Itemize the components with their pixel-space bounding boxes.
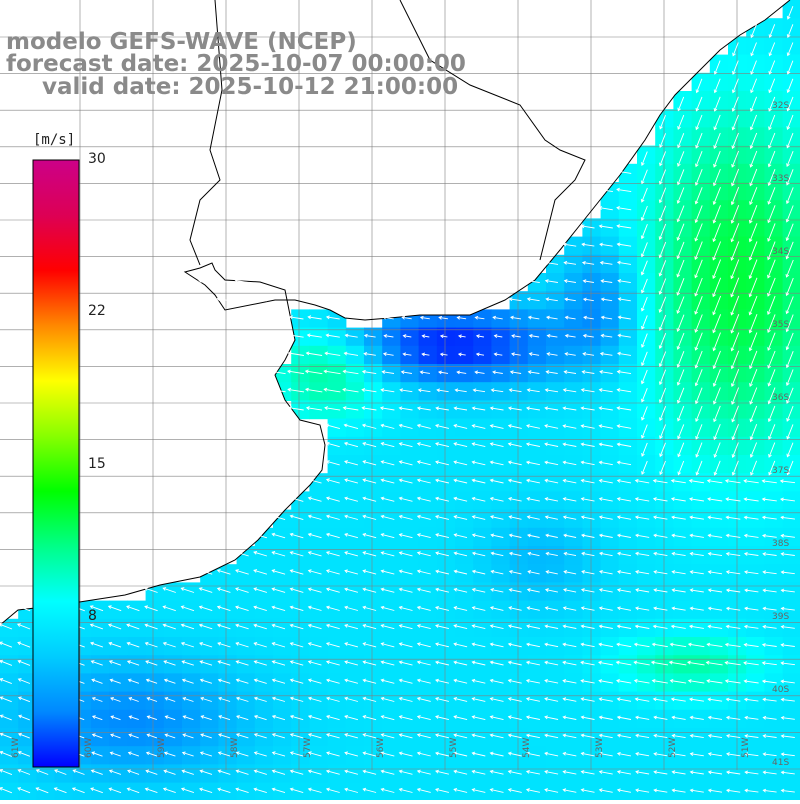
colorbar-tick-15: 15: [88, 456, 106, 472]
land-area: [0, 0, 800, 625]
lat-label: 37S: [772, 466, 789, 476]
longitude-labels: 61W 60W 59W 58W 57W 56W 55W 54W 53W 52W 51W: [11, 738, 751, 758]
lon-label: 61W: [11, 738, 21, 758]
lat-label: 34S: [772, 247, 789, 257]
colorbar-tick-8: 8: [88, 608, 97, 624]
lon-label: 57W: [303, 738, 313, 758]
lat-label: 33S: [772, 174, 789, 184]
lat-label: 36S: [772, 393, 789, 403]
lat-label: 32S: [772, 101, 789, 111]
lon-label: 55W: [449, 738, 459, 758]
colorbar-unit: [m/s]: [33, 132, 76, 148]
lon-label: 52W: [668, 738, 678, 758]
lat-lon-grid: [0, 0, 800, 770]
lon-label: 59W: [157, 738, 167, 758]
colorbar-tick-22: 22: [88, 303, 106, 319]
lon-label: 51W: [741, 738, 751, 758]
lat-label: 40S: [772, 685, 789, 695]
lon-label: 60W: [84, 738, 94, 758]
valid-date: valid date: 2025-10-12 21:00:00: [42, 74, 459, 100]
forecast-date: forecast date: 2025-10-07 00:00:00: [6, 51, 466, 77]
lon-label: 54W: [522, 738, 532, 758]
lon-label: 53W: [595, 738, 605, 758]
latitude-labels: 32S 33S 34S 35S 36S 37S 38S 39S 40S 41S: [772, 101, 789, 768]
lon-label: 58W: [230, 738, 240, 758]
lat-label: 38S: [772, 539, 789, 549]
colorbar: [32, 159, 80, 768]
colorbar-tick-30: 30: [88, 151, 106, 167]
model-title: modelo GEFS-WAVE (NCEP): [6, 29, 357, 55]
lon-label: 56W: [376, 738, 386, 758]
wind-arrows: [0, 6, 796, 794]
coastline: [0, 0, 791, 626]
lat-label: 39S: [772, 612, 789, 622]
lat-label: 41S: [772, 758, 789, 768]
lat-label: 35S: [772, 320, 789, 330]
